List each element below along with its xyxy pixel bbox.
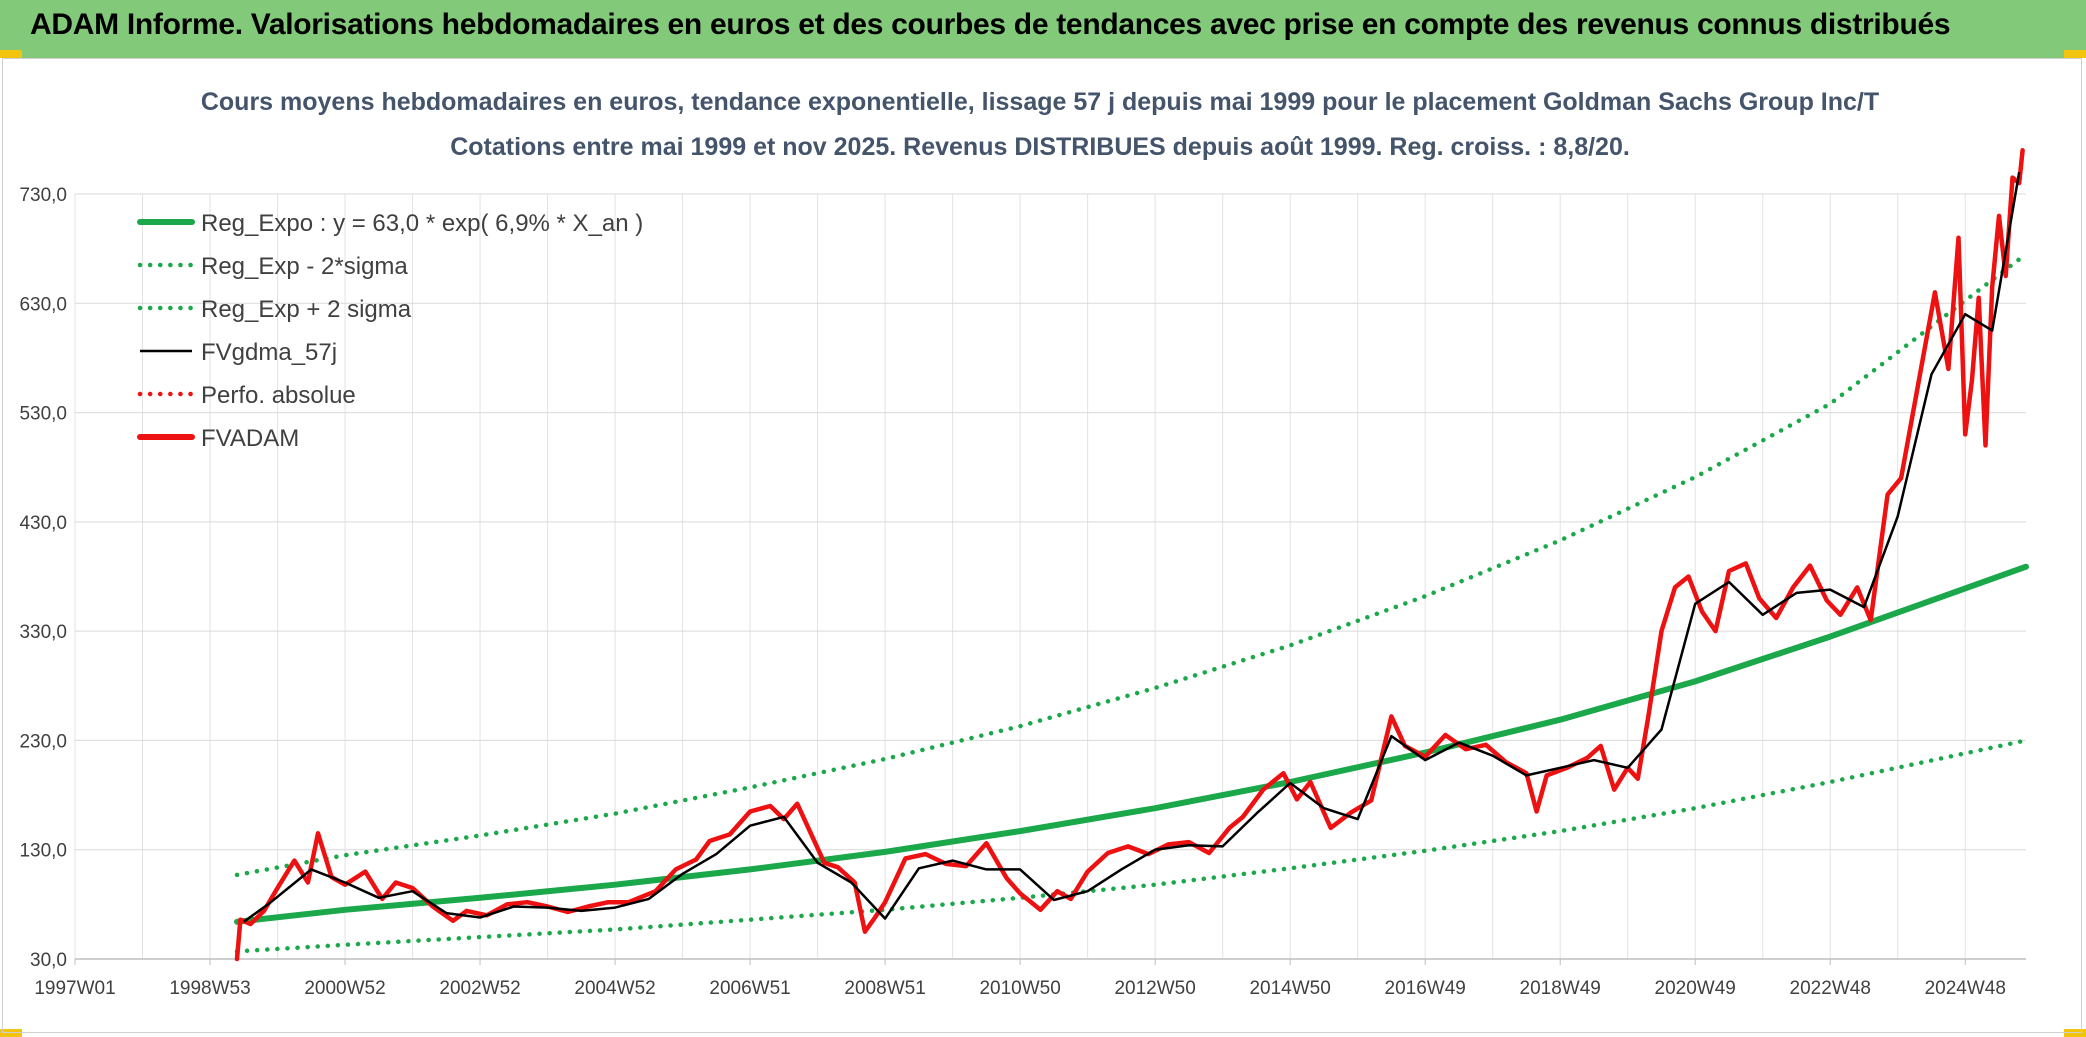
x-tick-label: 2014W50 (1249, 978, 1330, 999)
legend-label-reg_plus: Reg_Exp + 2 sigma (201, 296, 412, 323)
page-title: ADAM Informe. Valorisations hebdomadaire… (30, 8, 1951, 41)
x-tick-label: 2002W52 (439, 978, 520, 999)
y-tick-label: 630,0 (19, 294, 67, 315)
series-line-reg_minus (234, 738, 2029, 954)
axes: 30,0 130,0 230,0 330,0 430,0 530,0 630,0 730,0 1… (19, 185, 2026, 999)
header-banner: ADAM Informe. Valorisations hebdomadaire… (0, 0, 2086, 58)
x-tick-label: 2018W49 (1520, 978, 1601, 999)
corner-marker-bottom-left (0, 1029, 22, 1037)
series-line-fvgdma (243, 171, 2021, 923)
series-line-fvadam (234, 148, 2025, 962)
x-tick-label: 2016W49 (1385, 978, 1466, 999)
x-tick-label: 2012W50 (1114, 978, 1195, 999)
x-tick-label: 2010W50 (979, 978, 1060, 999)
legend: Reg_Expo : y = 63,0 * exp( 6,9% * X_an )… (137, 210, 643, 452)
corner-marker-top-right (2064, 50, 2086, 58)
x-tick-label: 2006W51 (709, 978, 790, 999)
y-tick-label: 730,0 (19, 185, 67, 206)
corner-marker-bottom-right (2064, 1029, 2086, 1037)
y-tick-label: 330,0 (19, 622, 67, 643)
legend-label-reg: Reg_Expo : y = 63,0 * exp( 6,9% * X_an ) (201, 210, 643, 237)
x-tick-label: 2022W48 (1790, 978, 1871, 999)
chart-title: Cours moyens hebdomadaires en euros, ten… (201, 88, 1879, 116)
x-tick-label: 2024W48 (1925, 978, 2006, 999)
series-line-reg_plus (234, 251, 2029, 878)
x-tick-label: 2008W51 (844, 978, 925, 999)
chart-frame (2, 58, 2082, 1033)
legend-label-fvadam: FVADAM (201, 425, 299, 452)
series-line-reg (234, 563, 2029, 925)
y-tick-label: 430,0 (19, 513, 67, 534)
x-tick-label: 2020W49 (1655, 978, 1736, 999)
x-tick-label: 1998W53 (169, 978, 250, 999)
y-tick-label: 230,0 (19, 731, 67, 752)
y-tick-label: 130,0 (19, 841, 67, 862)
x-tick-label: 1997W01 (34, 978, 115, 999)
corner-marker-top-left (0, 50, 22, 58)
x-tick-label: 2000W52 (304, 978, 385, 999)
y-tick-label: 30,0 (30, 950, 67, 971)
legend-label-perfo: Perfo. absolue (201, 382, 356, 409)
chart-subtitle: Cotations entre mai 1999 et nov 2025. Re… (450, 133, 1630, 161)
x-tick-label: 2004W52 (574, 978, 655, 999)
legend-label-reg_minus: Reg_Exp - 2*sigma (201, 253, 408, 280)
legend-label-fvgdma: FVgdma_57j (201, 339, 337, 366)
y-tick-label: 530,0 (19, 404, 67, 425)
series (234, 148, 2029, 962)
